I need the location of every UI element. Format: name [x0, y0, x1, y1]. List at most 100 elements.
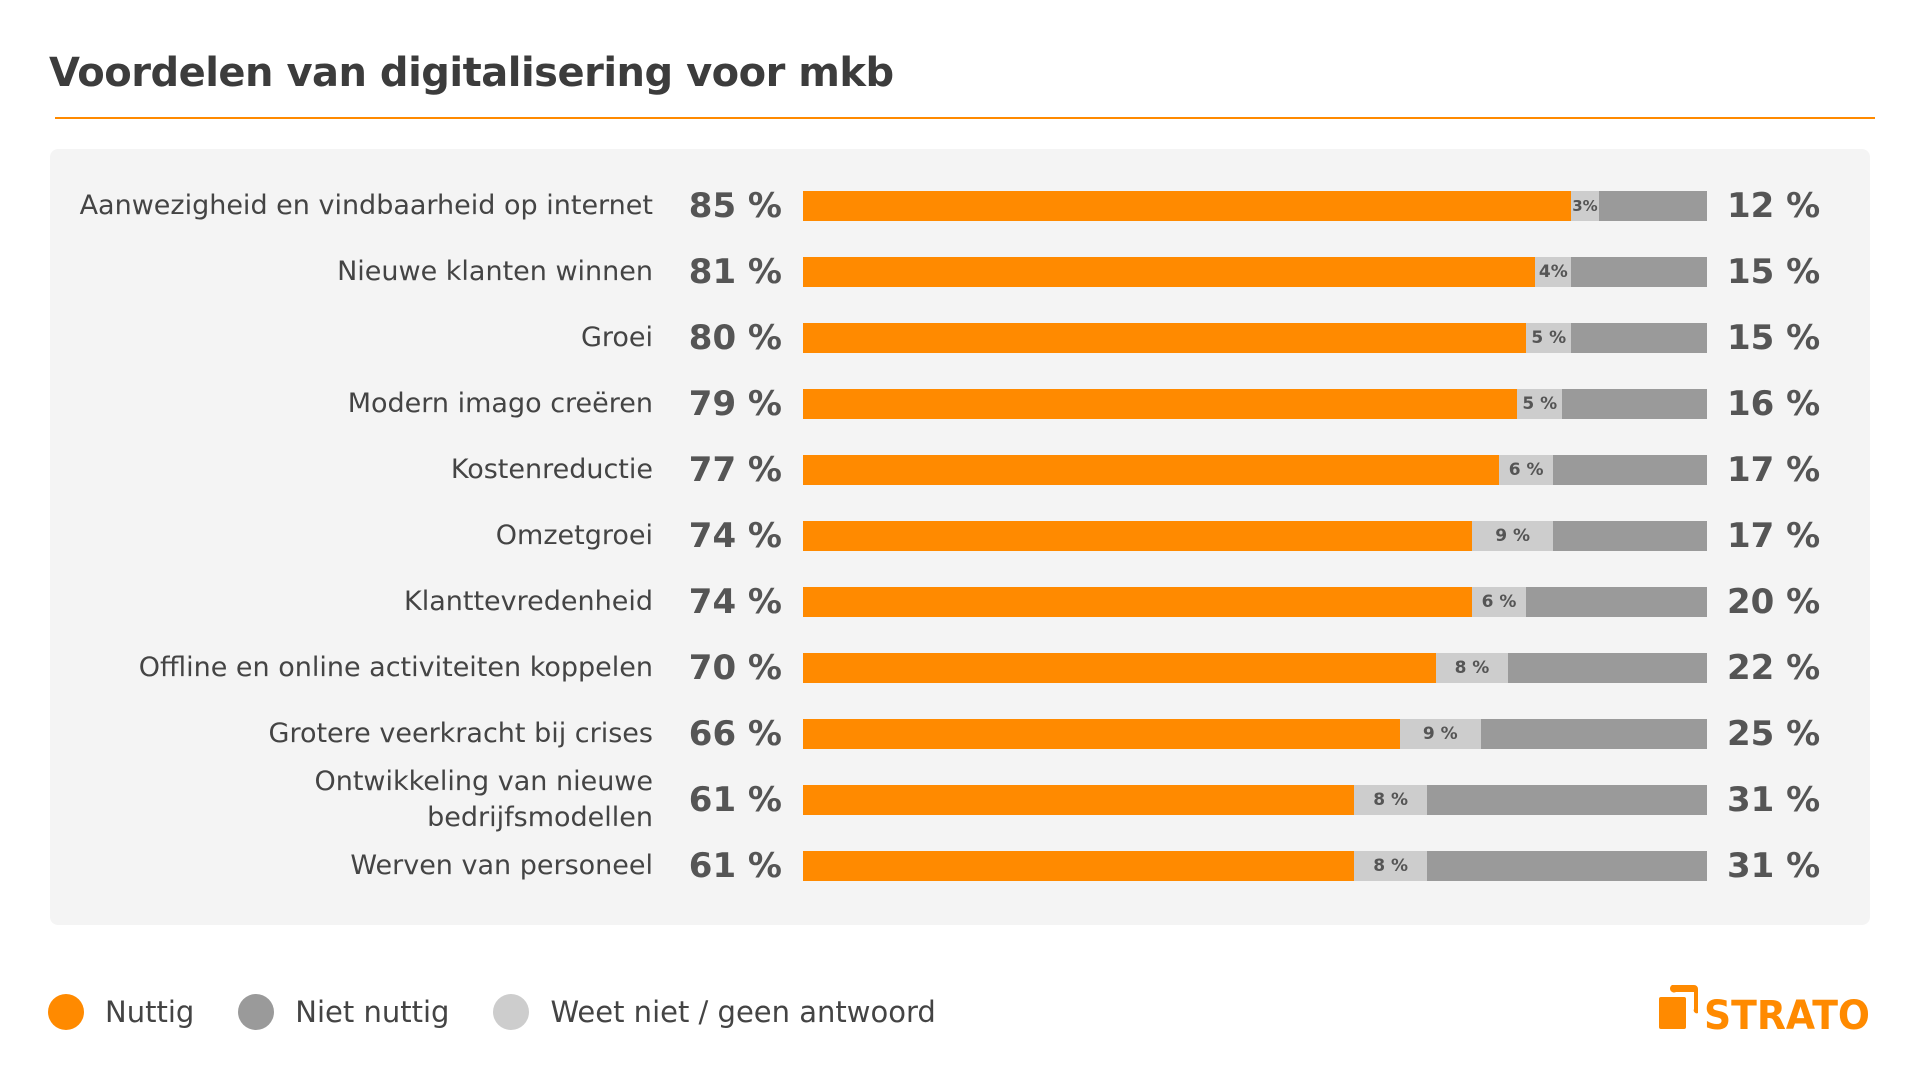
stacked-bar: 8 % — [803, 785, 1707, 815]
not-useful-value-label: 25 % — [1727, 714, 1821, 754]
bar-row: Modern imago creëren 79 % 5 % 16 % — [0, 371, 1920, 437]
legend-item-useful: Nuttig — [48, 994, 194, 1030]
bar-segment-not-useful — [1526, 587, 1707, 617]
bar-row: Klanttevredenheid 74 % 6 % 20 % — [0, 569, 1920, 635]
bar-segment-useful — [803, 785, 1355, 815]
category-label: Groei — [580, 322, 653, 353]
stacked-bar: 8 % — [803, 653, 1707, 683]
unknown-value-label: 5 % — [1522, 394, 1558, 414]
not-useful-value-label: 22 % — [1727, 648, 1821, 688]
bar-segment-unknown — [1435, 653, 1509, 683]
title-divider — [55, 117, 1875, 119]
bar-segment-unknown — [1499, 455, 1554, 485]
useful-value-label: 81 % — [688, 252, 782, 292]
unknown-value-label: 8 % — [1454, 658, 1490, 678]
bar-segment-not-useful — [1562, 389, 1707, 419]
bar-segment-not-useful — [1598, 191, 1707, 221]
stacked-bar: 3% — [803, 191, 1707, 221]
legend-swatch-useful — [48, 994, 84, 1030]
legend-swatch-unknown — [493, 994, 530, 1030]
bar-row: Groei 80 % 5 % 15 % — [0, 305, 1920, 371]
unknown-value-label: 5 % — [1531, 328, 1567, 348]
bar-row: Offline en online activiteiten koppelen 7… — [0, 635, 1920, 701]
category-label: Aanwezigheid en vindbaarheid op internet — [79, 190, 653, 221]
category-label: Modern imago creëren — [347, 388, 653, 419]
unknown-value-label: 6 % — [1481, 592, 1517, 612]
bar-segment-useful — [803, 719, 1400, 749]
useful-value-label: 74 % — [688, 582, 782, 622]
unknown-value-label: 4% — [1538, 262, 1568, 282]
not-useful-value-label: 31 % — [1727, 780, 1821, 820]
not-useful-value-label: 31 % — [1727, 846, 1821, 886]
unknown-value-label: 9 % — [1422, 724, 1458, 744]
category-label: Omzetgroei — [495, 520, 653, 551]
category-label: Werven van personeel — [350, 850, 653, 881]
bar-row: Aanwezigheid en vindbaarheid op internet… — [0, 173, 1920, 239]
svg-text:STRATO: STRATO — [1704, 993, 1870, 1032]
stacked-bar: 8 % — [803, 851, 1707, 881]
bar-segment-not-useful — [1481, 719, 1707, 749]
bar-segment-useful — [803, 191, 1572, 221]
useful-value-label: 80 % — [688, 318, 782, 358]
stacked-bar: 9 % — [803, 521, 1707, 551]
bar-row: Grotere veerkracht bij crises 66 % 9 % 25 % — [0, 701, 1920, 767]
legend-item-not-useful: Niet nuttig — [238, 994, 449, 1030]
bar-segment-not-useful — [1508, 653, 1707, 683]
legend-swatch-not-useful — [238, 994, 275, 1030]
bar-row: Kostenreductie 77 % 6 % 17 % — [0, 437, 1920, 503]
bar-segment-unknown — [1535, 257, 1572, 287]
unknown-value-label: 8 % — [1373, 790, 1408, 810]
bar-segment-useful — [803, 257, 1536, 287]
stacked-bar: 5 % — [803, 389, 1707, 419]
legend: Nuttig Niet nuttig Weet niet / geen antw… — [48, 994, 980, 1030]
bar-segment-useful — [803, 851, 1355, 881]
legend-item-unknown: Weet niet / geen antwoord — [493, 994, 936, 1030]
bar-segment-useful — [803, 653, 1436, 683]
bar-segment-unknown — [1399, 719, 1481, 749]
legend-label: Nuttig — [105, 995, 195, 1029]
useful-value-label: 61 % — [688, 780, 782, 820]
legend-label: Niet nuttig — [295, 995, 450, 1029]
not-useful-value-label: 16 % — [1727, 384, 1821, 424]
category-label: Kostenreductie — [450, 454, 653, 485]
category-label: Klanttevredenheid — [404, 586, 653, 617]
bar-segment-unknown — [1471, 587, 1527, 617]
bar-segment-not-useful — [1426, 851, 1707, 881]
bar-segment-not-useful — [1553, 521, 1707, 551]
unknown-value-label: 8 % — [1373, 856, 1408, 876]
bar-segment-useful — [803, 455, 1500, 485]
bar-segment-unknown — [1354, 851, 1427, 881]
bar-row: Nieuwe klanten winnen 81 % 4% 15 % — [0, 239, 1920, 305]
not-useful-value-label: 17 % — [1727, 450, 1821, 490]
category-label: Nieuwe klanten winnen — [337, 256, 653, 287]
bar-segment-not-useful — [1553, 455, 1707, 485]
category-label: Grotere veerkracht bij crises — [268, 718, 653, 749]
useful-value-label: 66 % — [688, 714, 782, 754]
useful-value-label: 85 % — [688, 186, 782, 226]
bar-segment-useful — [803, 389, 1518, 419]
stacked-bar: 4% — [803, 257, 1707, 287]
useful-value-label: 74 % — [688, 516, 782, 556]
not-useful-value-label: 15 % — [1727, 252, 1821, 292]
bar-row: Werven van personeel 61 % 8 % 31 % — [0, 833, 1920, 899]
bar-row: Omzetgroei 74 % 9 % 17 % — [0, 503, 1920, 569]
not-useful-value-label: 12 % — [1727, 186, 1821, 226]
bar-segment-useful — [803, 587, 1472, 617]
unknown-value-label: 3% — [1572, 197, 1598, 215]
bar-segment-not-useful — [1571, 323, 1707, 353]
useful-value-label: 61 % — [688, 846, 782, 886]
bar-segment-not-useful — [1426, 785, 1707, 815]
unknown-value-label: 9 % — [1495, 526, 1531, 546]
bar-segment-unknown — [1571, 191, 1599, 221]
not-useful-value-label: 17 % — [1727, 516, 1821, 556]
useful-value-label: 70 % — [688, 648, 782, 688]
stacked-bar: 6 % — [803, 587, 1707, 617]
bar-segment-useful — [803, 521, 1472, 551]
bar-row: Ontwikkeling van nieuwe bedrijfsmodellen… — [0, 766, 1920, 833]
useful-value-label: 79 % — [688, 384, 782, 424]
not-useful-value-label: 15 % — [1727, 318, 1821, 358]
bar-segment-unknown — [1354, 785, 1427, 815]
category-label: Offline en online activiteiten koppelen — [138, 652, 653, 683]
bar-segment-unknown — [1471, 521, 1554, 551]
category-label: Ontwikkeling van nieuwe bedrijfsmodellen — [314, 766, 653, 833]
